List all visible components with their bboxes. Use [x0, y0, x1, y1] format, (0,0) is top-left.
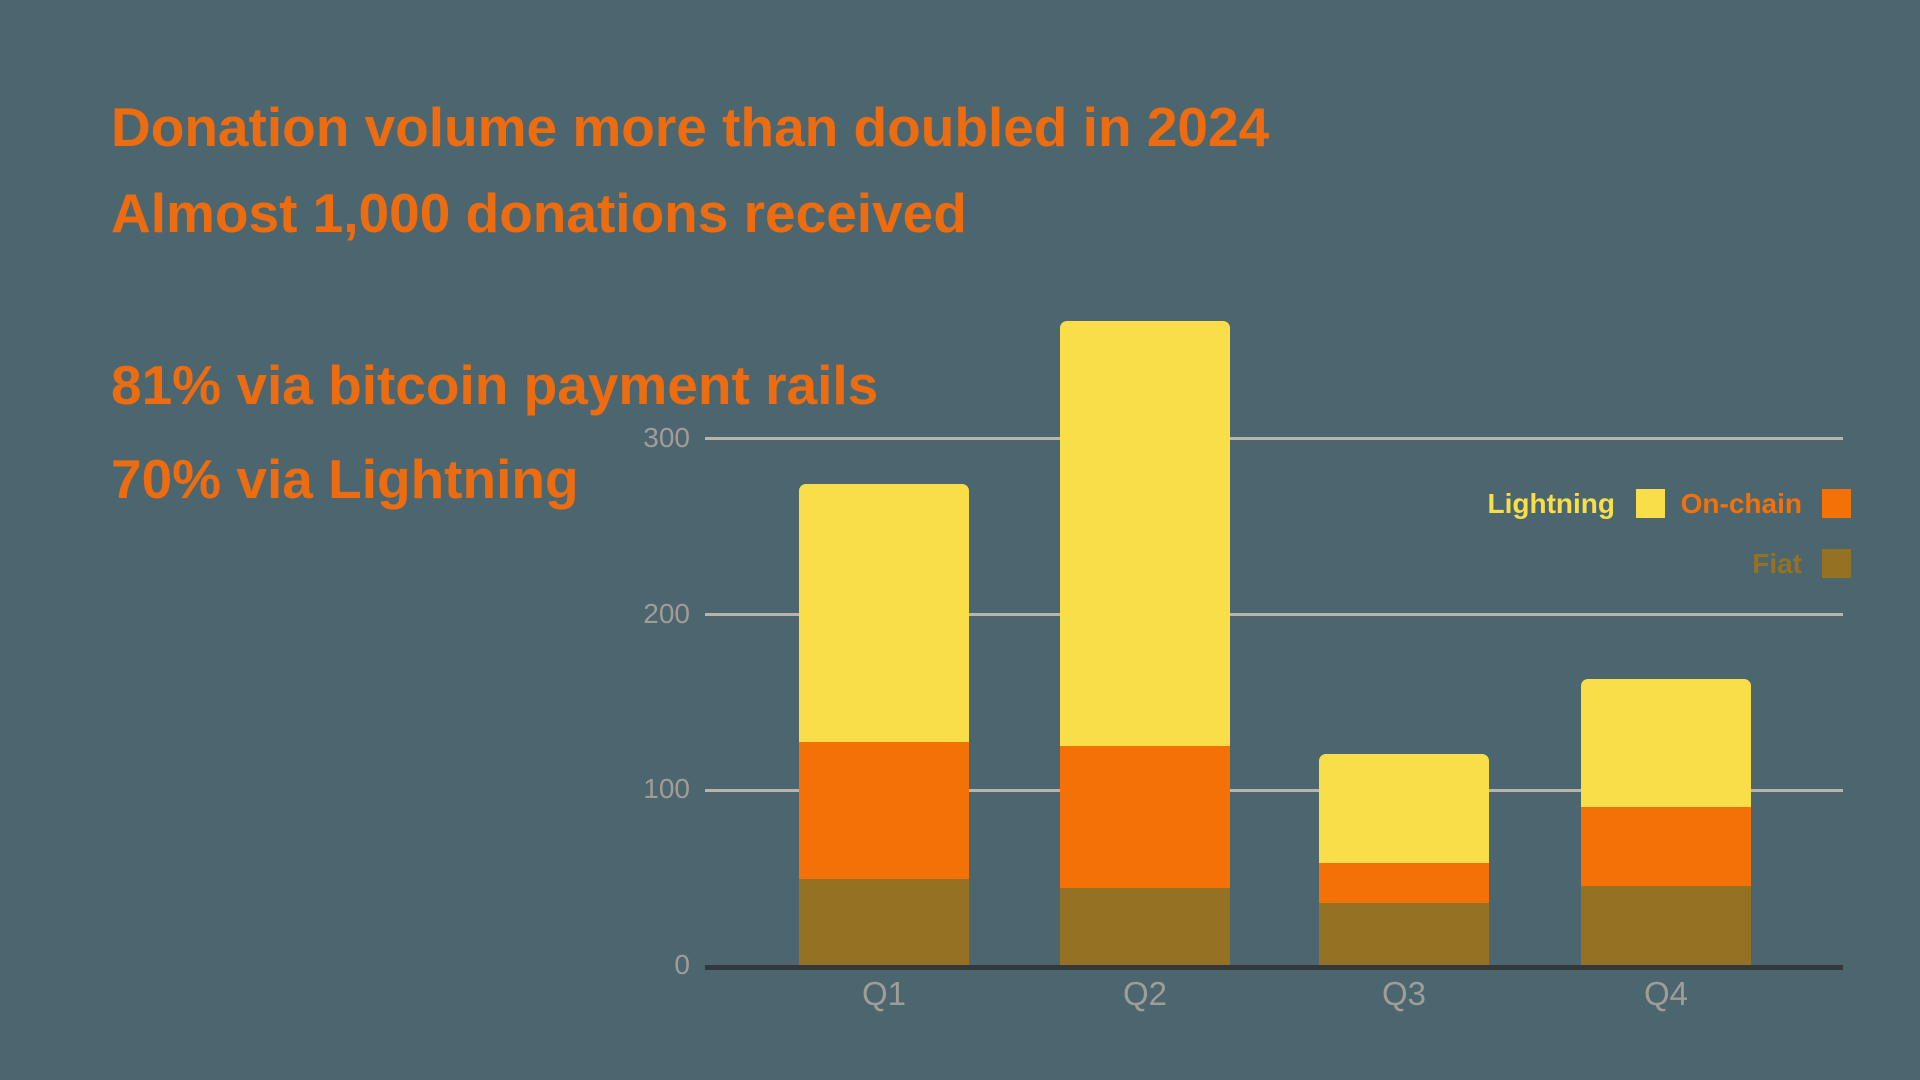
- bar-q2: [1060, 320, 1230, 965]
- bar-q4: [1581, 679, 1751, 965]
- bar-segment-lightning-q3: [1319, 754, 1489, 863]
- bar-q1: [799, 483, 969, 965]
- bar-segment-on-chain-q1: [799, 742, 969, 879]
- gridline-300: [705, 437, 1843, 441]
- gridline-200: [705, 613, 1843, 616]
- legend-fiat-swatch: [1822, 549, 1851, 578]
- y-tick-label-100: 100: [643, 773, 690, 805]
- legend-on-chain-swatch: [1822, 489, 1851, 518]
- x-axis-line: [705, 965, 1843, 970]
- x-axis-label-q2: Q2: [1122, 975, 1168, 1012]
- legend-lightning-swatch: [1636, 489, 1665, 518]
- x-axis-label-q1: Q1: [861, 975, 907, 1012]
- headline-line-1: Donation volume more than doubled in 202…: [111, 96, 1270, 158]
- legend-on-chain-label: On-chain: [1680, 488, 1802, 519]
- x-axis-label-q4: Q4: [1643, 975, 1689, 1012]
- gridline-100: [705, 788, 1843, 792]
- bar-segment-on-chain-q2: [1060, 746, 1230, 888]
- x-axis-label-q3: Q3: [1381, 975, 1427, 1012]
- bar-segment-on-chain-q3: [1319, 863, 1489, 903]
- bar-segment-lightning-q2: [1060, 321, 1230, 746]
- y-tick-label-300: 300: [643, 421, 690, 453]
- bar-segment-fiat-q3: [1319, 903, 1489, 965]
- bar-segment-fiat-q4: [1581, 886, 1751, 965]
- y-tick-label-0: 0: [674, 949, 690, 980]
- y-tick-label-200: 200: [643, 597, 690, 629]
- bar-segment-lightning-q1: [799, 484, 969, 742]
- bar-q3: [1319, 754, 1489, 965]
- headline-line-2: Almost 1,000 donations received: [111, 182, 967, 244]
- legend-lightning-label: Lightning: [1487, 488, 1615, 519]
- bar-segment-lightning-q4: [1581, 679, 1751, 807]
- bar-segment-fiat-q2: [1060, 888, 1230, 965]
- headline-line-3: 81% via bitcoin payment rails: [111, 354, 879, 416]
- headline-line-4: 70% via Lightning: [111, 448, 579, 510]
- bar-segment-on-chain-q4: [1581, 807, 1751, 886]
- bar-segment-fiat-q1: [799, 879, 969, 965]
- legend-fiat-label: Fiat: [1752, 548, 1802, 579]
